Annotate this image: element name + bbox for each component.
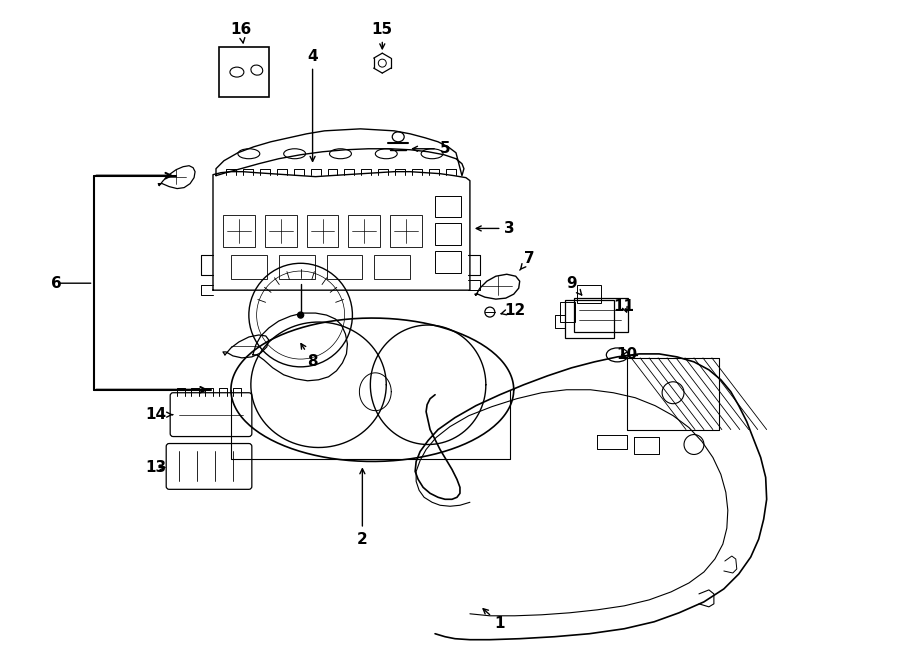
Text: 12: 12 xyxy=(501,303,526,317)
Bar xyxy=(578,285,601,303)
Bar xyxy=(219,47,269,97)
Text: 1: 1 xyxy=(483,609,505,631)
Text: 10: 10 xyxy=(616,348,638,362)
Text: 15: 15 xyxy=(372,22,392,49)
Bar xyxy=(435,223,461,245)
Text: 9: 9 xyxy=(566,276,581,295)
Bar xyxy=(574,298,628,332)
Bar xyxy=(374,255,410,279)
Bar xyxy=(223,215,255,247)
Bar xyxy=(279,255,315,279)
Text: 5: 5 xyxy=(412,141,450,156)
Bar xyxy=(435,196,461,217)
Text: 6: 6 xyxy=(51,276,62,291)
Bar xyxy=(265,215,297,247)
Text: 2: 2 xyxy=(357,469,368,547)
Bar xyxy=(307,215,338,247)
Text: 7: 7 xyxy=(520,251,535,270)
Text: 13: 13 xyxy=(146,460,166,475)
Bar xyxy=(327,255,363,279)
Bar xyxy=(391,215,422,247)
Text: 4: 4 xyxy=(307,49,318,161)
Bar xyxy=(560,302,575,322)
Ellipse shape xyxy=(298,312,303,318)
Bar xyxy=(231,255,266,279)
Text: 8: 8 xyxy=(301,344,318,369)
Text: 3: 3 xyxy=(476,221,515,236)
Text: 16: 16 xyxy=(230,22,251,43)
Bar xyxy=(564,300,615,338)
Bar xyxy=(348,215,381,247)
Text: 11: 11 xyxy=(614,299,634,313)
Text: 14: 14 xyxy=(146,407,173,422)
Bar xyxy=(435,251,461,273)
